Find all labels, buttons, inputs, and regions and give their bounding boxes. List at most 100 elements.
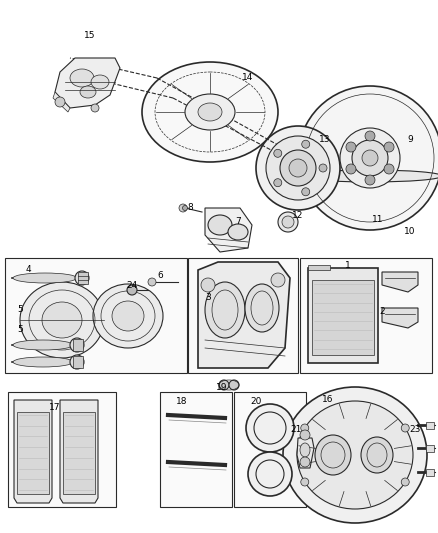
Ellipse shape (246, 404, 294, 452)
Text: 11: 11 (372, 215, 384, 224)
Text: 10: 10 (404, 228, 416, 237)
Text: 2: 2 (379, 308, 385, 317)
Circle shape (301, 478, 309, 486)
Circle shape (401, 478, 409, 486)
Circle shape (300, 430, 310, 440)
Ellipse shape (280, 150, 316, 186)
Ellipse shape (266, 136, 330, 200)
Circle shape (401, 424, 409, 432)
Text: 21: 21 (290, 425, 302, 434)
Circle shape (179, 204, 187, 212)
Text: 1: 1 (345, 261, 351, 270)
Circle shape (302, 188, 310, 196)
Circle shape (365, 131, 375, 141)
Ellipse shape (245, 284, 279, 332)
Circle shape (148, 278, 156, 286)
Bar (8, 392, 116, 507)
Circle shape (384, 142, 394, 152)
Ellipse shape (91, 75, 109, 89)
Circle shape (219, 380, 229, 390)
Ellipse shape (70, 69, 94, 87)
Bar (300, 258, 432, 373)
Circle shape (127, 285, 137, 295)
Text: 4: 4 (25, 265, 31, 274)
Ellipse shape (112, 301, 144, 331)
Ellipse shape (283, 387, 427, 523)
Circle shape (278, 212, 298, 232)
Bar (5, 258, 187, 373)
Circle shape (302, 140, 310, 148)
Ellipse shape (20, 282, 104, 358)
Circle shape (201, 278, 215, 292)
Circle shape (301, 424, 309, 432)
Circle shape (346, 164, 356, 174)
Polygon shape (53, 92, 70, 112)
Bar (426, 445, 434, 452)
Circle shape (70, 338, 84, 352)
Ellipse shape (289, 159, 307, 177)
Ellipse shape (13, 357, 73, 367)
Circle shape (271, 273, 285, 287)
Polygon shape (382, 308, 418, 328)
Text: 7: 7 (235, 217, 241, 227)
Text: 17: 17 (49, 403, 61, 413)
Ellipse shape (298, 170, 438, 182)
Ellipse shape (248, 452, 292, 496)
Text: 16: 16 (322, 395, 334, 405)
Text: 9: 9 (407, 135, 413, 144)
Text: 5: 5 (17, 326, 23, 335)
Ellipse shape (315, 435, 351, 475)
Polygon shape (308, 265, 330, 270)
Text: 12: 12 (292, 211, 304, 220)
Bar (188, 258, 298, 373)
Text: 20: 20 (250, 398, 261, 407)
Circle shape (183, 206, 187, 211)
Text: 19: 19 (216, 383, 228, 392)
Text: 8: 8 (187, 204, 193, 213)
Circle shape (300, 457, 310, 467)
Text: 5: 5 (17, 305, 23, 314)
Polygon shape (205, 208, 252, 252)
Circle shape (274, 149, 282, 157)
Ellipse shape (340, 128, 400, 188)
Ellipse shape (361, 437, 393, 473)
Circle shape (91, 104, 99, 112)
Ellipse shape (142, 62, 278, 162)
Ellipse shape (300, 443, 310, 457)
Bar (426, 469, 434, 476)
Polygon shape (382, 272, 418, 292)
Text: 3: 3 (205, 294, 211, 303)
Polygon shape (55, 58, 120, 108)
Bar (73, 339, 83, 351)
Polygon shape (198, 262, 290, 368)
Circle shape (319, 164, 327, 172)
Bar (17, 412, 49, 494)
Bar (78, 272, 88, 284)
Bar (73, 356, 83, 368)
Bar (234, 392, 306, 507)
Polygon shape (297, 438, 314, 468)
Bar (308, 268, 378, 363)
Ellipse shape (228, 224, 248, 240)
Ellipse shape (80, 86, 96, 98)
Text: 24: 24 (127, 280, 138, 289)
Ellipse shape (256, 126, 340, 210)
Ellipse shape (352, 140, 388, 176)
Text: 6: 6 (157, 271, 163, 279)
Circle shape (384, 164, 394, 174)
Circle shape (75, 271, 89, 285)
Bar (160, 392, 232, 507)
Ellipse shape (42, 302, 82, 338)
Ellipse shape (297, 401, 413, 509)
Text: 15: 15 (84, 30, 96, 39)
Circle shape (274, 179, 282, 187)
Polygon shape (60, 400, 98, 503)
Ellipse shape (205, 282, 245, 338)
Ellipse shape (298, 86, 438, 230)
Bar (312, 280, 374, 355)
Circle shape (229, 380, 239, 390)
Ellipse shape (13, 340, 73, 350)
Ellipse shape (13, 273, 77, 283)
Ellipse shape (208, 215, 232, 235)
Circle shape (346, 142, 356, 152)
